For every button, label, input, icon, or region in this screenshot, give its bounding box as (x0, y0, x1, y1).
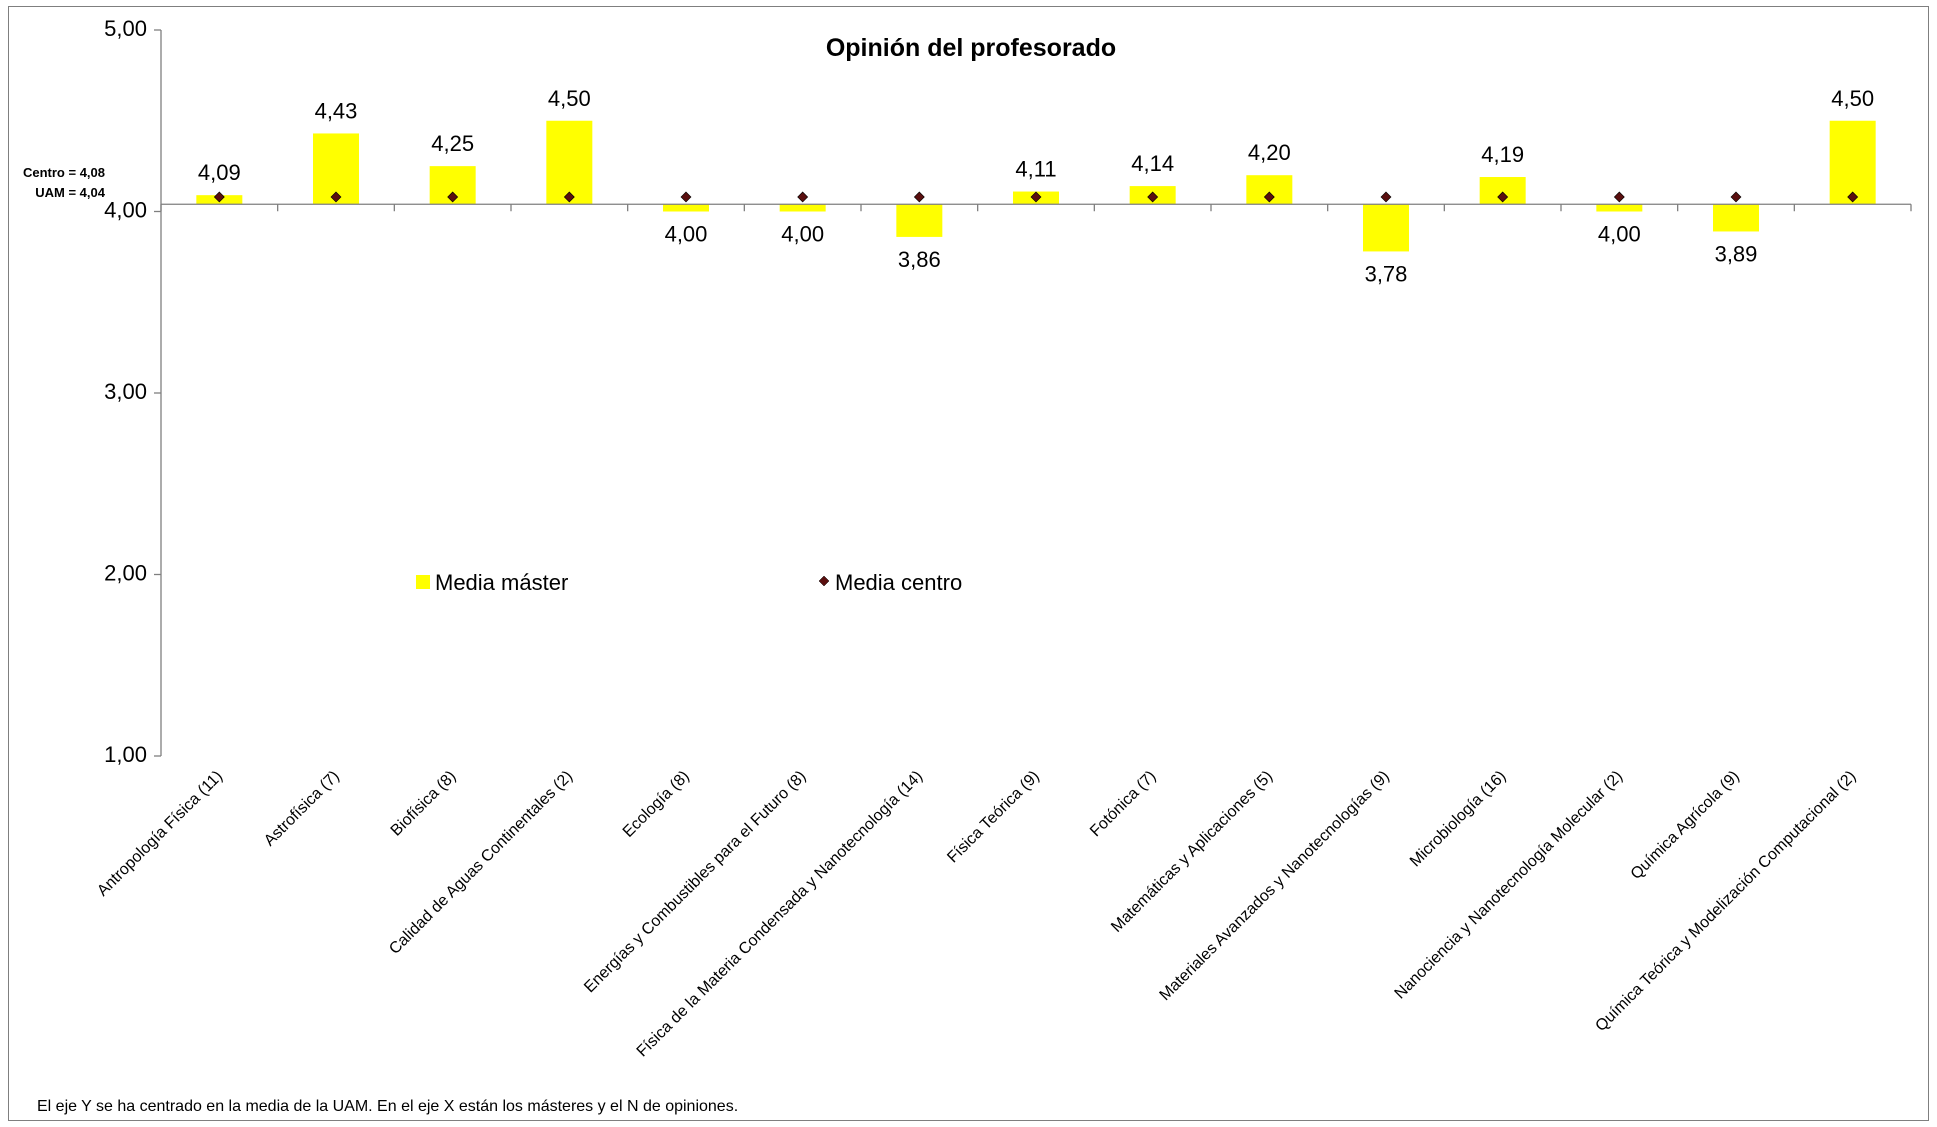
data-label: 3,89 (1715, 241, 1758, 266)
bar-media-master (779, 204, 826, 212)
x-category-label: Calidad de Aguas Continentales (2) (386, 768, 576, 958)
marker-media-centro (1263, 191, 1275, 203)
bar-media-master (546, 120, 593, 205)
marker-media-centro (213, 191, 225, 203)
marker-media-centro (1613, 191, 1625, 203)
marker-media-centro (563, 191, 575, 203)
x-category-label: Física de la Materia Condensada y Nanote… (634, 768, 927, 1061)
y-tick-label: 4,00 (104, 198, 147, 223)
data-label: 3,78 (1365, 261, 1408, 286)
plot-area: 1,00 2,00 3,00 4,00 5,00 4,09 4,43 4,25 4,50 4,00… (94, 16, 1912, 1061)
data-label: 4,50 (548, 86, 591, 111)
x-category-label: Ecología (8) (620, 768, 693, 841)
y-tick-label: 5,00 (104, 16, 147, 41)
bar-media-master (1713, 204, 1759, 232)
legend-label-media-centro: Media centro (835, 570, 962, 595)
x-category-label: Química Agrícola (9) (1628, 768, 1743, 883)
y-tick-label: 1,00 (104, 742, 147, 767)
x-category-label: Nanociencia y Nanotecnología Molecular (… (1392, 768, 1627, 1003)
legend-swatch-media-master (416, 575, 430, 589)
legend-label-media-master: Media máster (435, 570, 568, 595)
data-label: 4,00 (665, 222, 708, 247)
bar-media-master (1363, 204, 1409, 252)
data-label: 4,00 (1598, 222, 1641, 247)
x-category-label: Fotónica (7) (1087, 768, 1159, 840)
data-label: 4,43 (315, 98, 358, 123)
data-label: 4,00 (781, 222, 824, 247)
marker-media-centro (913, 191, 925, 203)
bar-media-master (896, 204, 943, 237)
bar-chart: Opinión del profesorado 1,00 2,00 3,00 4,00… (23, 16, 1912, 1115)
y-tick-label: 3,00 (104, 379, 147, 404)
data-label: 4,25 (431, 131, 474, 156)
reference-label-centro: Centro = 4,08 (23, 165, 105, 180)
x-category-label: Energías y Combustibles para el Futuro (… (581, 768, 809, 996)
marker-media-centro (330, 191, 342, 203)
y-tick-label: 2,00 (104, 561, 147, 586)
data-label: 4,14 (1131, 151, 1174, 176)
x-category-label: Química Teórica y Modelización Computaci… (1592, 768, 1859, 1035)
data-label: 4,20 (1248, 140, 1291, 165)
marker-media-centro (1847, 191, 1859, 203)
data-label: 4,19 (1481, 142, 1524, 167)
bar-media-master (1596, 204, 1643, 212)
data-label: 4,11 (1015, 157, 1056, 182)
legend: Media máster Media centro (416, 570, 962, 595)
chart-frame: Opinión del profesorado 1,00 2,00 3,00 4,00… (8, 6, 1929, 1121)
marker-media-centro (1730, 191, 1742, 203)
marker-media-centro (1380, 191, 1392, 203)
marker-media-centro (1030, 191, 1042, 203)
data-label: 3,86 (898, 247, 941, 272)
x-category-label: Astrofísica (7) (261, 768, 343, 850)
bar-media-master (1829, 120, 1876, 205)
bar-media-master (663, 204, 709, 212)
marker-media-centro (1147, 191, 1159, 203)
x-category-label: Antropología Física (11) (94, 768, 226, 900)
reference-label-uam: UAM = 4,04 (35, 185, 105, 200)
x-category-label: Materiales Avanzados y Nanotecnologías (… (1157, 768, 1393, 1004)
marker-media-centro (447, 191, 459, 203)
data-label: 4,50 (1831, 86, 1874, 111)
data-label: 4,09 (198, 160, 241, 185)
x-category-label: Microbiología (16) (1407, 768, 1510, 871)
marker-media-centro (680, 191, 692, 203)
footnote: El eje Y se ha centrado en la media de l… (37, 1098, 738, 1115)
x-category-label: Biofísica (8) (388, 768, 460, 840)
marker-media-centro (797, 191, 809, 203)
legend-marker-media-centro (818, 575, 830, 587)
chart-title: Opinión del profesorado (826, 34, 1116, 62)
marker-media-centro (1497, 191, 1509, 203)
x-category-label: Física Teórica (9) (944, 768, 1043, 867)
